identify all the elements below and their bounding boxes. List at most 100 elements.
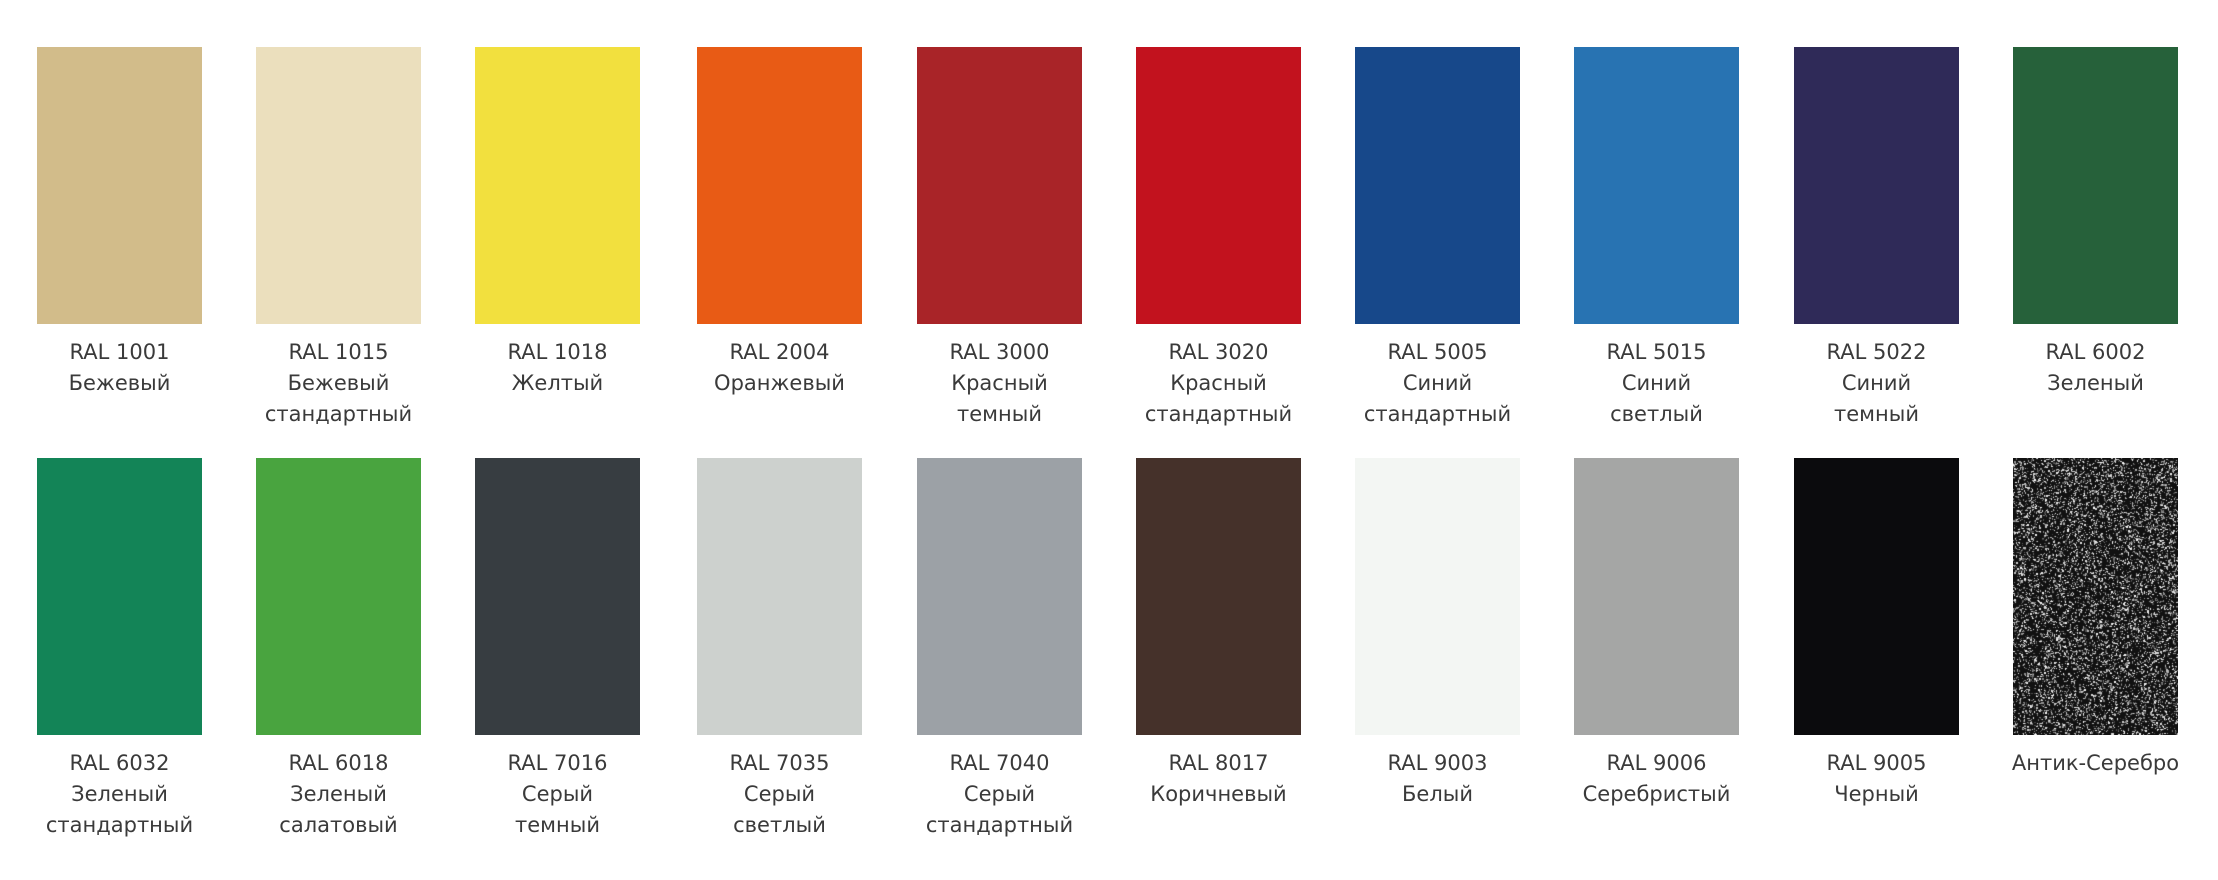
swatch-label: RAL 1001 Бежевый (7, 337, 232, 399)
ral-code: RAL 7016 (507, 751, 608, 775)
color-swatch (37, 458, 202, 735)
color-swatch (697, 47, 862, 324)
swatch-label: RAL 7016 Серый темный (445, 748, 670, 841)
color-name: Серый (743, 782, 816, 806)
color-swatch (1355, 47, 1520, 324)
color-name: Красный (1170, 371, 1267, 395)
color-swatch-card[interactable]: Антик-Серебро (2012, 458, 2179, 775)
swatch-label: RAL 5005 Синий стандартный (1325, 337, 1550, 430)
ral-code: RAL 1018 (507, 340, 608, 364)
color-name: Зеленый (290, 782, 387, 806)
color-swatch-card[interactable]: RAL 3020 Красный стандартный (1136, 47, 1301, 426)
swatch-label: RAL 6002 Зеленый (1983, 337, 2208, 399)
color-swatch-card[interactable]: RAL 7035 Серый светлый (697, 458, 862, 837)
color-name: Зеленый (71, 782, 168, 806)
color-swatch-card[interactable]: RAL 6032 Зеленый стандартный (37, 458, 202, 837)
swatch-label: RAL 7035 Серый светлый (667, 748, 892, 841)
swatch-label: RAL 3000 Красный темный (887, 337, 1112, 430)
color-name: Белый (1402, 782, 1473, 806)
ral-code: RAL 8017 (1168, 751, 1269, 775)
ral-code: RAL 9006 (1606, 751, 1707, 775)
color-name: светлый (1610, 402, 1703, 426)
swatch-label: RAL 6032 Зеленый стандартный (7, 748, 232, 841)
color-swatch-card[interactable]: RAL 2004 Оранжевый (697, 47, 862, 395)
color-name: Синий (1402, 371, 1473, 395)
color-swatch-card[interactable]: RAL 5005 Синий стандартный (1355, 47, 1520, 426)
ral-code: RAL 3020 (1168, 340, 1269, 364)
color-swatch-card[interactable]: RAL 9003 Белый (1355, 458, 1520, 806)
ral-code: RAL 1001 (69, 340, 170, 364)
color-swatch-card[interactable]: RAL 1018 Желтый (475, 47, 640, 395)
ral-code: RAL 5005 (1387, 340, 1488, 364)
ral-code: RAL 7035 (729, 751, 830, 775)
color-name: Зеленый (2047, 371, 2144, 395)
color-swatch (917, 47, 1082, 324)
swatch-label: RAL 2004 Оранжевый (667, 337, 892, 399)
color-swatch (1355, 458, 1520, 735)
color-name: Бежевый (287, 371, 390, 395)
color-name: стандартный (1144, 402, 1293, 426)
color-swatch-card[interactable]: RAL 1015 Бежевый стандартный (256, 47, 421, 426)
ral-code: RAL 6032 (69, 751, 170, 775)
swatch-label: RAL 9005 Черный (1764, 748, 1989, 810)
swatch-label: RAL 5015 Синий светлый (1544, 337, 1769, 430)
color-name: Серый (963, 782, 1036, 806)
color-name: Синий (1841, 371, 1912, 395)
color-swatch (1136, 47, 1301, 324)
swatch-label: Антик-Серебро (1983, 748, 2208, 779)
color-swatch (475, 458, 640, 735)
color-name: Черный (1834, 782, 1919, 806)
color-swatch-card[interactable]: RAL 5022 Синий темный (1794, 47, 1959, 426)
ral-code: RAL 6018 (288, 751, 389, 775)
swatch-label: RAL 9006 Серебристый (1544, 748, 1769, 810)
color-swatch (917, 458, 1082, 735)
color-swatch (1794, 47, 1959, 324)
color-swatch-card[interactable]: RAL 3000 Красный темный (917, 47, 1082, 426)
color-name: Синий (1621, 371, 1692, 395)
color-swatch-card[interactable]: RAL 6002 Зеленый (2013, 47, 2178, 395)
antique-silver-texture-swatch (2013, 458, 2178, 735)
color-name: Серебристый (1582, 782, 1731, 806)
swatch-label: RAL 1015 Бежевый стандартный (226, 337, 451, 430)
color-swatch (2013, 47, 2178, 324)
color-name: Бежевый (68, 371, 171, 395)
color-name: Антик-Серебро (2011, 751, 2180, 775)
ral-code: RAL 3000 (949, 340, 1050, 364)
color-swatch-card[interactable]: RAL 8017 Коричневый (1136, 458, 1301, 806)
color-swatch-card[interactable]: RAL 5015 Синий светлый (1574, 47, 1739, 426)
color-swatch-card[interactable]: RAL 9005 Черный (1794, 458, 1959, 806)
color-name: салатовый (279, 813, 398, 837)
ral-code: RAL 9003 (1387, 751, 1488, 775)
color-swatch-card[interactable]: RAL 7040 Серый стандартный (917, 458, 1082, 837)
color-name: стандартный (1363, 402, 1512, 426)
color-swatch (1574, 47, 1739, 324)
color-swatch (256, 47, 421, 324)
swatch-label: RAL 9003 Белый (1325, 748, 1550, 810)
color-swatch (37, 47, 202, 324)
swatch-label: RAL 7040 Серый стандартный (887, 748, 1112, 841)
color-swatch (697, 458, 862, 735)
color-swatch-card[interactable]: RAL 7016 Серый темный (475, 458, 640, 837)
ral-code: RAL 5015 (1606, 340, 1707, 364)
ral-code: RAL 1015 (288, 340, 389, 364)
color-swatch-card[interactable]: RAL 1001 Бежевый (37, 47, 202, 395)
ral-code: RAL 5022 (1826, 340, 1927, 364)
color-swatch-card[interactable]: RAL 6018 Зеленый салатовый (256, 458, 421, 837)
color-swatch-card[interactable]: RAL 9006 Серебристый (1574, 458, 1739, 806)
color-name: темный (515, 813, 600, 837)
swatch-label: RAL 1018 Желтый (445, 337, 670, 399)
color-name: темный (1834, 402, 1919, 426)
color-name: стандартный (925, 813, 1074, 837)
color-name: светлый (733, 813, 826, 837)
color-name: Коричневый (1150, 782, 1287, 806)
color-swatch (475, 47, 640, 324)
color-name: темный (957, 402, 1042, 426)
color-swatch (1574, 458, 1739, 735)
ral-code: RAL 2004 (729, 340, 830, 364)
color-name: стандартный (45, 813, 194, 837)
swatch-label: RAL 3020 Красный стандартный (1106, 337, 1331, 430)
swatch-label: RAL 5022 Синий темный (1764, 337, 1989, 430)
color-name: Оранжевый (714, 371, 845, 395)
color-swatch (1794, 458, 1959, 735)
color-name: Желтый (511, 371, 604, 395)
